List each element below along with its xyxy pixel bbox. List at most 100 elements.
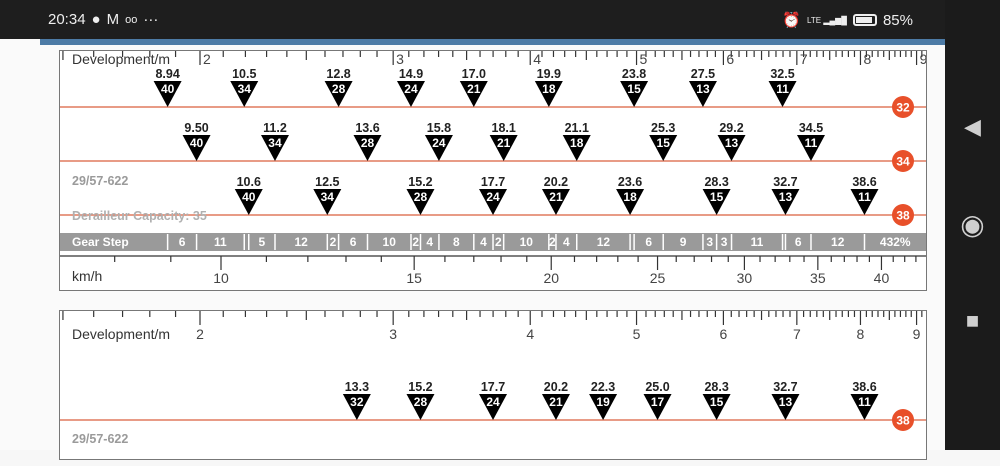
gmail-icon: M [106,11,120,28]
chainring-badge [892,204,914,226]
cog-label: 24 [486,190,500,204]
gear-marker [702,394,731,420]
speed-label: 32.7 [773,175,797,189]
gear-step-label: Gear Step [72,235,129,249]
axis-label: Development/m [72,51,170,67]
gear-chart-panel-2[interactable]: 2 3 4 5 6 7 8 9 Development/m 13.3 32 15.2 28 17.7 24 2… [59,310,928,460]
gear-marker [534,81,563,107]
cog-label: 21 [549,395,563,409]
gear-marker [234,189,263,215]
network-type: LTE [807,15,822,25]
speed-label: 11.2 [263,121,287,135]
axis-tick-label: 7 [800,51,808,67]
derailleur-capacity: Derailleur Capacity: 35 [72,209,207,223]
gear-marker [230,81,259,107]
cog-label: 28 [414,395,428,409]
speed-label: 19.9 [537,67,561,81]
gear-step-value: 12 [597,235,611,249]
cog-label: 24 [432,136,446,150]
gear-marker [541,189,570,215]
wheel-info: 29/57-622 [72,174,128,188]
gear-step-value: 6 [179,235,186,249]
speed-label: 13.3 [345,380,369,394]
gear-marker [406,189,435,215]
speed-tick-label: 40 [874,270,890,286]
speed-label: 15.2 [408,380,432,394]
speed-tick-label: 25 [650,270,666,286]
cog-label: 18 [623,190,637,204]
speed-label: 10.6 [237,175,261,189]
speed-tick-label: 35 [810,270,826,286]
speed-label: 17.7 [481,175,505,189]
gear-marker [479,394,508,420]
clock: 20:34 [48,11,86,28]
speed-label: 38.6 [852,380,876,394]
speed-tick-label: 30 [737,270,753,286]
gear-marker [717,135,746,161]
speed-label: 34.5 [799,121,823,135]
cog-label: 24 [486,395,500,409]
cog-label: 40 [242,190,256,204]
gear-step-value: 5 [259,235,266,249]
speed-label: 14.9 [399,67,423,81]
speed-label: 32.7 [773,380,797,394]
speed-label: 17.7 [481,380,505,394]
back-button[interactable]: ◀ [964,114,981,139]
alarm-icon: ⏰ [782,12,802,29]
gear-step-value: 10 [520,235,534,249]
speed-label: 15.8 [427,121,451,135]
cog-label: 34 [321,190,335,204]
speed-label: 23.6 [618,175,642,189]
cog-label: 34 [268,136,282,150]
axis-tick-label: 9 [920,51,926,67]
axis-tick-label: 8 [857,326,865,342]
gear-marker [768,81,797,107]
gear-chart-panel-1[interactable]: 2 3 4 5 6 7 8 9 Development/m 8.94 40 10.5 34 12.8 28 1… [59,50,928,291]
app-toolbar-edge [40,39,945,45]
cog-label: 13 [725,136,739,150]
chat-bubble-icon: ● [91,11,101,28]
cog-label: 28 [361,136,375,150]
axis-tick-label: 3 [389,326,397,342]
gear-step-value: 2 [330,235,337,249]
home-button[interactable]: ◉ [960,209,985,240]
axis-tick-label: 3 [396,51,404,67]
chainring-badge [892,150,914,172]
gear-step-value: 10 [383,235,397,249]
speed-label: 22.3 [591,380,615,394]
axis-tick-label: 9 [913,326,921,342]
cog-label: 21 [497,136,511,150]
cog-label: 11 [805,136,818,150]
axis-tick-label: 7 [793,326,801,342]
gear-step-value: 2 [549,235,556,249]
cog-label: 18 [542,82,556,96]
gear-step-value: 4 [480,235,487,249]
cog-label: 13 [696,82,710,96]
speed-tick-label: 15 [406,270,422,286]
speed-label: 32.5 [770,67,794,81]
gear-marker [313,189,342,215]
gear-marker [459,81,488,107]
gear-step-value: 4 [426,235,433,249]
gear-marker [649,135,678,161]
cog-label: 34 [238,82,252,96]
axis-tick-label: 5 [633,326,641,342]
axis-tick-label: 6 [726,51,734,67]
gear-step-value: 3 [721,235,728,249]
axis-tick-label: 6 [720,326,728,342]
gear-marker [796,135,825,161]
speed-label: 28.3 [704,175,728,189]
speed-label: 23.8 [622,67,646,81]
gear-marker [342,394,371,420]
chainring-label: 34 [896,155,910,169]
speed-label: 25.3 [651,121,675,135]
axis-tick-label: 4 [526,326,534,342]
cog-label: 15 [710,395,724,409]
gear-step-value: 8 [453,235,460,249]
gear-step-value: 9 [680,235,687,249]
cog-label: 13 [779,190,793,204]
gear-marker [153,81,182,107]
gear-marker [589,394,618,420]
speed-axis-label: km/h [72,268,102,284]
recents-button[interactable]: ■ [965,308,980,333]
